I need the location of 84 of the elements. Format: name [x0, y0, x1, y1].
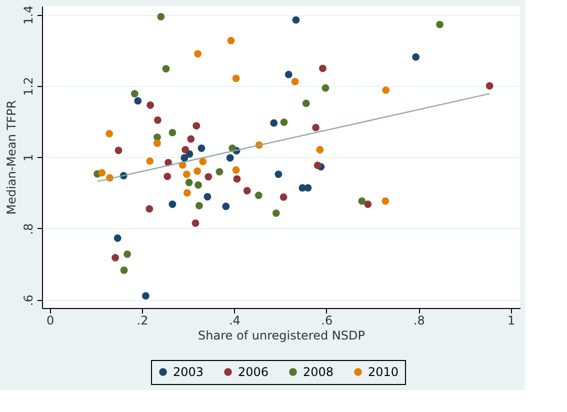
- point: [292, 16, 300, 24]
- y-tick-label: .6: [22, 294, 36, 306]
- point: [114, 234, 122, 242]
- point: [358, 197, 366, 205]
- x-tick-label: .8: [413, 314, 425, 328]
- x-tick-label: .4: [228, 314, 240, 328]
- x-tick-label: 1: [507, 314, 516, 328]
- x-tick-label: .2: [136, 314, 148, 328]
- point: [254, 192, 262, 200]
- point: [146, 101, 154, 109]
- point: [226, 154, 234, 162]
- y-tick-label: .8: [22, 223, 36, 235]
- point: [154, 116, 162, 124]
- point: [291, 78, 299, 86]
- point: [130, 90, 138, 98]
- point: [146, 157, 154, 165]
- point: [232, 166, 240, 174]
- point: [272, 209, 280, 217]
- point: [194, 181, 202, 189]
- legend-label: 2008: [303, 365, 334, 379]
- point: [114, 146, 122, 154]
- point: [106, 130, 114, 138]
- point: [302, 100, 310, 108]
- point: [233, 175, 241, 183]
- point: [142, 292, 150, 300]
- point: [312, 124, 320, 132]
- point: [280, 118, 288, 126]
- y-tick-label: 1.2: [22, 76, 36, 96]
- point: [382, 86, 390, 94]
- point: [192, 122, 200, 130]
- point: [183, 170, 190, 178]
- legend-label: 2010: [368, 365, 399, 379]
- point: [164, 172, 172, 180]
- y-axis-title: Median-Mean TFPR: [4, 100, 18, 215]
- point: [270, 119, 278, 127]
- point: [98, 169, 106, 177]
- point: [192, 219, 200, 227]
- point: [168, 200, 176, 208]
- point: [182, 146, 190, 154]
- point: [195, 202, 203, 210]
- point: [222, 202, 230, 210]
- point: [157, 12, 165, 20]
- point: [168, 128, 176, 136]
- point: [134, 97, 142, 105]
- point: [187, 135, 195, 143]
- x-tick-label: .6: [321, 314, 333, 328]
- point: [316, 146, 324, 154]
- point: [232, 74, 240, 82]
- point: [120, 266, 128, 274]
- point: [146, 205, 154, 213]
- point: [183, 189, 191, 197]
- point: [322, 84, 330, 92]
- x-axis-title: Share of unregistered NSDP: [198, 328, 365, 342]
- point: [436, 20, 444, 28]
- point: [112, 254, 119, 262]
- legend-label: 2003: [173, 365, 204, 379]
- point: [412, 53, 420, 61]
- point: [204, 173, 212, 180]
- y-tick-label: 1: [22, 154, 36, 162]
- point: [280, 193, 288, 201]
- point: [180, 154, 188, 162]
- point: [154, 140, 161, 147]
- legend-label: 2006: [238, 365, 269, 379]
- y-tick-label: 1.4: [22, 6, 36, 25]
- point: [199, 158, 207, 166]
- point: [227, 36, 235, 44]
- point: [243, 186, 251, 194]
- point: [216, 168, 224, 176]
- point: [198, 144, 206, 152]
- x-tick-label: 0: [46, 314, 54, 328]
- point: [124, 250, 131, 258]
- point: [194, 167, 202, 175]
- point: [185, 178, 193, 186]
- point: [314, 162, 322, 170]
- point: [162, 65, 170, 72]
- point: [319, 64, 326, 72]
- point: [364, 200, 372, 208]
- point: [194, 50, 202, 58]
- point: [274, 170, 282, 178]
- point: [382, 197, 390, 205]
- point: [204, 193, 212, 200]
- point: [284, 70, 292, 78]
- point: [304, 184, 312, 192]
- point: [486, 82, 494, 90]
